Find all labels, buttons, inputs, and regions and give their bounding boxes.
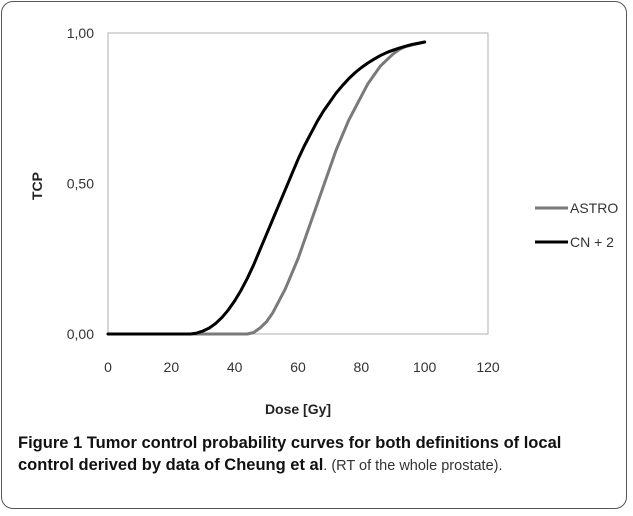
x-tick-label: 0 — [104, 359, 112, 375]
legend-label: CN + 2 — [570, 234, 614, 250]
x-tick-label: 20 — [164, 359, 180, 375]
series-line-astro — [106, 40, 427, 336]
legend-label: ASTRO — [570, 200, 618, 216]
y-tick-label: 1,00 — [67, 25, 94, 41]
figure-caption: Figure 1 Tumor control probability curve… — [18, 432, 614, 477]
plot-area — [107, 32, 489, 335]
x-axis-title: Dose [Gy] — [265, 401, 331, 417]
x-tick-label: 80 — [354, 359, 370, 375]
y-tick-label: 0,00 — [67, 326, 94, 342]
y-axis-title: TCP — [29, 172, 45, 200]
legend: ASTRO CN + 2 — [535, 200, 618, 250]
caption-rest-text: . (RT of the whole prostate). — [323, 458, 503, 474]
x-tick-label: 60 — [290, 359, 306, 375]
figure-label: Figure 1 — [18, 434, 83, 452]
caption-bold-text: Tumor control probability curves for bot… — [18, 434, 562, 474]
x-tick-label: 120 — [476, 359, 500, 375]
series-line-cn-plus-2 — [106, 40, 427, 336]
x-tick-label: 40 — [227, 359, 243, 375]
y-tick-label: 0,50 — [67, 176, 94, 192]
x-tick-label: 100 — [413, 359, 437, 375]
tcp-chart: 0,00 0,50 1,00 0 20 40 60 80 100 120 TCP Dose [G… — [29, 25, 618, 417]
